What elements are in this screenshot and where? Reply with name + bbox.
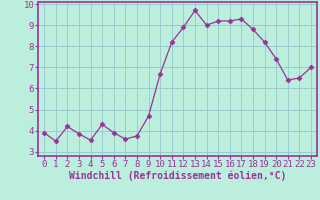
X-axis label: Windchill (Refroidissement éolien,°C): Windchill (Refroidissement éolien,°C) — [69, 171, 286, 181]
